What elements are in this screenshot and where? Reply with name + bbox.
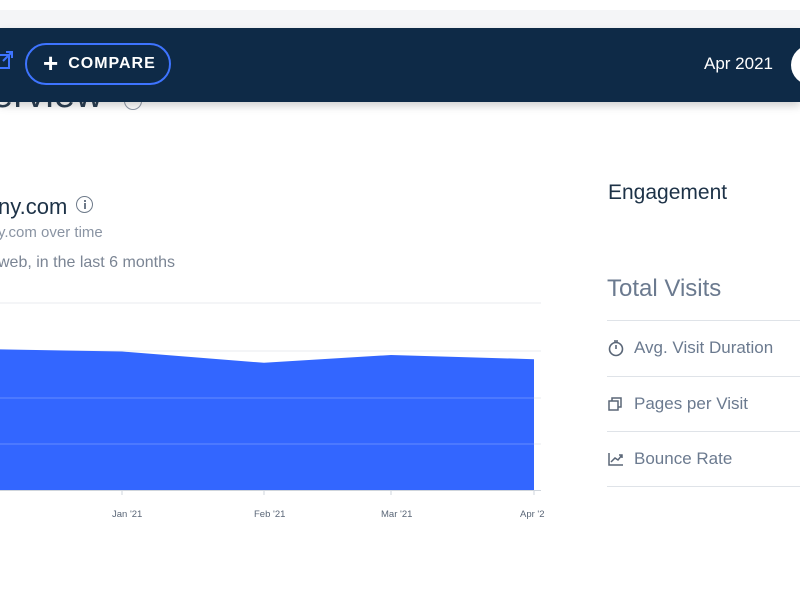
traffic-area-chart: Jan '21 Feb '21 Mar '21 Apr '21: [0, 302, 545, 520]
external-link-icon[interactable]: [0, 50, 14, 70]
engagement-title: Engagement: [608, 181, 728, 204]
traffic-area: [0, 349, 534, 490]
page-top-bar: [0, 10, 800, 29]
compare-button[interactable]: + COMPARE: [25, 43, 171, 85]
chart-subtitle: y.com over time: [0, 224, 103, 241]
metric-label: Avg. Visit Duration: [634, 338, 774, 357]
site-title: ny.com: [0, 194, 68, 219]
chart-scope-text: web, in the last 6 months: [0, 254, 175, 271]
x-tick-label: Feb '21: [254, 509, 285, 520]
sticky-toolbar: + COMPARE Apr 2021: [0, 28, 800, 102]
total-visits-label[interactable]: Total Visits: [607, 275, 722, 302]
metric-label: Bounce Rate: [634, 449, 733, 468]
browser-top-strip: [0, 0, 800, 10]
metric-divider: [607, 486, 800, 487]
compare-button-label: COMPARE: [68, 55, 156, 72]
metric-bounce-rate[interactable]: Bounce Rate: [607, 431, 800, 486]
metric-label: Pages per Visit: [634, 394, 749, 413]
avatar[interactable]: [791, 45, 800, 85]
info-icon[interactable]: [76, 196, 93, 213]
date-selector[interactable]: Apr 2021: [704, 54, 773, 73]
metric-pages-per-visit[interactable]: Pages per Visit: [607, 376, 800, 431]
bounce-chart-icon: [608, 453, 623, 466]
x-tick-label: Mar '21: [381, 509, 412, 520]
metric-avg-visit-duration[interactable]: Avg. Visit Duration: [607, 320, 800, 375]
x-tick-label: Apr '21: [520, 509, 545, 520]
stopwatch-icon: [608, 340, 624, 357]
plus-icon: +: [43, 48, 59, 78]
pages-icon: [608, 397, 622, 411]
x-tick-label: Jan '21: [112, 509, 142, 520]
